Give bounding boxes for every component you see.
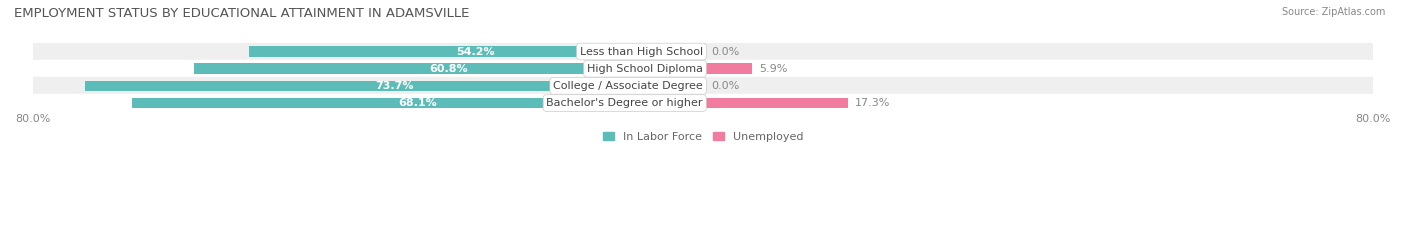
Text: High School Diploma: High School Diploma — [586, 64, 703, 74]
Text: 0.0%: 0.0% — [711, 47, 740, 57]
Bar — [32, 60, 1374, 77]
Text: 73.7%: 73.7% — [375, 81, 413, 91]
Bar — [703, 98, 848, 108]
Text: Source: ZipAtlas.com: Source: ZipAtlas.com — [1281, 7, 1385, 17]
Text: Less than High School: Less than High School — [579, 47, 703, 57]
Bar — [86, 81, 703, 91]
Bar — [32, 94, 1374, 112]
Bar — [32, 77, 1374, 94]
Bar — [132, 98, 703, 108]
Text: 60.8%: 60.8% — [429, 64, 468, 74]
Legend: In Labor Force, Unemployed: In Labor Force, Unemployed — [603, 132, 803, 142]
Text: 0.0%: 0.0% — [711, 81, 740, 91]
Text: 5.9%: 5.9% — [759, 64, 787, 74]
Text: 68.1%: 68.1% — [398, 98, 437, 108]
Text: EMPLOYMENT STATUS BY EDUCATIONAL ATTAINMENT IN ADAMSVILLE: EMPLOYMENT STATUS BY EDUCATIONAL ATTAINM… — [14, 7, 470, 20]
Text: College / Associate Degree: College / Associate Degree — [553, 81, 703, 91]
Bar — [32, 43, 1374, 60]
Text: Bachelor's Degree or higher: Bachelor's Degree or higher — [547, 98, 703, 108]
Bar — [32, 60, 1374, 77]
Bar — [32, 43, 1374, 60]
Bar — [32, 77, 1374, 94]
Bar — [249, 46, 703, 57]
Bar — [194, 63, 703, 74]
Text: 54.2%: 54.2% — [457, 47, 495, 57]
Bar — [32, 94, 1374, 112]
Text: 17.3%: 17.3% — [855, 98, 890, 108]
Bar — [703, 63, 752, 74]
